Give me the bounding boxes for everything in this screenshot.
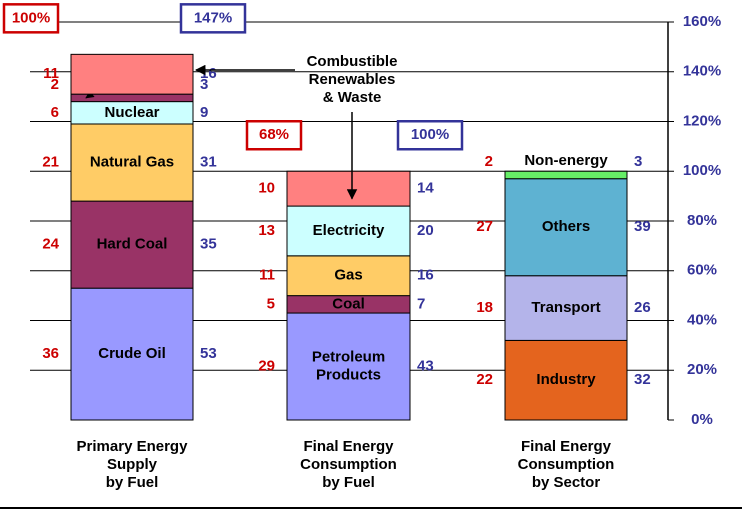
value-label: 7 bbox=[417, 295, 425, 312]
bar-segment bbox=[70, 287, 194, 421]
bar-segment bbox=[504, 339, 628, 421]
y2-tick-label: 80% bbox=[687, 212, 717, 229]
alt-value-label: 11 bbox=[259, 267, 275, 284]
segment-label: Natural Gas bbox=[90, 154, 174, 171]
total-label: 100% bbox=[411, 126, 449, 143]
value-label: 16 bbox=[200, 65, 217, 82]
alt-value-label: 2 bbox=[485, 153, 493, 170]
bar-segment bbox=[286, 170, 411, 207]
value-label: 3 bbox=[200, 76, 208, 93]
value-label: 3 bbox=[634, 153, 642, 170]
value-label: 9 bbox=[200, 104, 208, 121]
value-label: 39 bbox=[634, 218, 651, 235]
bar-segment bbox=[504, 170, 628, 180]
y2-tick-label: 100% bbox=[683, 162, 721, 179]
alt-value-label: 13 bbox=[258, 222, 275, 239]
alt-value-label: 2 bbox=[51, 76, 59, 93]
segment-label: Gas bbox=[334, 267, 362, 284]
alt-total-label: 100% bbox=[12, 9, 50, 26]
y2-tick-label: 160% bbox=[683, 13, 721, 30]
alt-value-label: 29 bbox=[258, 357, 275, 374]
alt-value-label: 6 bbox=[51, 104, 59, 121]
segment-label: Others bbox=[542, 218, 590, 235]
alt-value-label: 21 bbox=[42, 154, 59, 171]
value-label: 16 bbox=[417, 267, 434, 284]
bar-segment bbox=[70, 123, 194, 202]
value-label: 32 bbox=[634, 371, 651, 388]
segment-label: Coal bbox=[332, 295, 365, 312]
value-label: 43 bbox=[417, 357, 434, 374]
bar-segment bbox=[70, 53, 194, 95]
alt-value-label: 36 bbox=[42, 345, 59, 362]
segment-label: Transport bbox=[531, 299, 600, 316]
y2-tick-label: 40% bbox=[687, 311, 717, 328]
value-label: 14 bbox=[417, 180, 434, 197]
segment-label: Petroleum Products bbox=[312, 348, 385, 383]
bar-segment bbox=[70, 200, 194, 289]
category-label: Final Energy Consumption by Fuel bbox=[300, 438, 397, 491]
alt-total-box bbox=[2, 3, 60, 34]
bar-segment bbox=[286, 205, 411, 257]
total-label: 147% bbox=[194, 9, 232, 26]
segment-label: Electricity bbox=[313, 222, 385, 239]
alt-total-box bbox=[245, 120, 303, 151]
alt-value-label: 24 bbox=[42, 236, 59, 253]
segment-label: Industry bbox=[536, 371, 596, 388]
bar-segment bbox=[504, 178, 628, 277]
value-label: 53 bbox=[200, 345, 217, 362]
category-label: Primary Energy Supply by Fuel bbox=[77, 438, 189, 491]
total-box bbox=[396, 120, 464, 151]
value-label: 31 bbox=[200, 154, 217, 171]
alt-value-label: 10 bbox=[258, 180, 275, 197]
annotation: Combustible Renewables & Waste bbox=[307, 53, 398, 106]
segment-label: Hard Coal bbox=[97, 236, 168, 253]
value-label: 35 bbox=[200, 236, 217, 253]
alt-value-label: 11 bbox=[43, 65, 59, 82]
category-label: Final Energy Consumption by Sector bbox=[518, 438, 615, 491]
value-label: 20 bbox=[417, 222, 434, 239]
y2-tick-label: 120% bbox=[683, 112, 721, 129]
segment-label: Crude Oil bbox=[98, 345, 166, 362]
alt-value-label: 22 bbox=[476, 371, 493, 388]
alt-value-label: 5 bbox=[267, 295, 275, 312]
segment-label: Non-energy bbox=[524, 152, 608, 169]
bar-segment bbox=[286, 255, 411, 297]
alt-value-label: 18 bbox=[476, 299, 493, 316]
bar-segment bbox=[286, 312, 411, 421]
y2-tick-label: 0% bbox=[691, 411, 713, 428]
value-label: 26 bbox=[634, 299, 651, 316]
y2-tick-label: 20% bbox=[687, 361, 717, 378]
y2-tick-label: 60% bbox=[687, 262, 717, 279]
y2-tick-label: 140% bbox=[683, 63, 721, 80]
segment-label: Nuclear bbox=[104, 104, 159, 121]
alt-value-label: 27 bbox=[476, 218, 493, 235]
bar-segment bbox=[504, 275, 628, 341]
alt-total-label: 68% bbox=[259, 126, 289, 143]
total-box bbox=[179, 3, 247, 34]
